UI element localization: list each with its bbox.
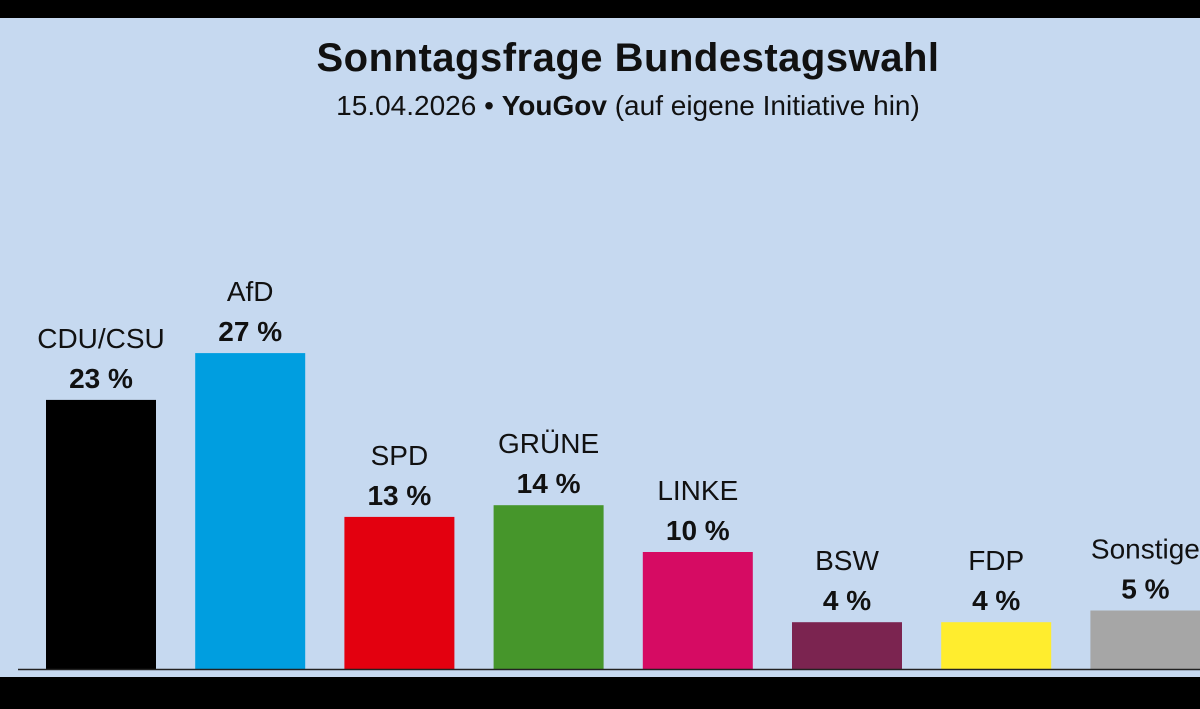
category-label-cdu-csu: CDU/CSU [37, 323, 165, 354]
value-label-bsw: 4 % [823, 585, 871, 616]
subtitle-separator: • [484, 90, 494, 121]
category-label-gr-ne: GRÜNE [498, 428, 599, 459]
bar-linke [642, 552, 753, 669]
poll-date: 15.04.2026 [336, 90, 477, 121]
bar-cdu-csu [46, 399, 156, 669]
chart-panel: Sonntagsfrage Bundestagswahl 15.04.2026 … [0, 18, 1200, 677]
chart-title: Sonntagsfrage Bundestagswahl [316, 36, 940, 80]
value-label-spd: 13 % [367, 480, 431, 511]
value-label-cdu-csu: 23 % [69, 363, 133, 394]
chart-subtitle: 15.04.2026 • YouGov (auf eigene Initiati… [0, 90, 1200, 122]
bar-spd [344, 516, 455, 669]
value-label-fdp: 4 % [972, 585, 1020, 616]
value-label-gr-ne: 14 % [517, 468, 581, 499]
poll-source: YouGov [501, 90, 607, 121]
category-label-bsw: BSW [815, 545, 879, 576]
bar-afd [195, 353, 306, 669]
category-label-spd: SPD [371, 440, 429, 471]
category-label-sonstige: Sonstige [1091, 534, 1200, 565]
category-label-linke: LINKE [657, 475, 738, 506]
value-label-afd: 27 % [218, 316, 282, 347]
value-label-linke: 10 % [666, 515, 730, 546]
category-label-fdp: FDP [968, 545, 1024, 576]
poll-note: (auf eigene Initiative hin) [614, 90, 920, 121]
bar-fdp [941, 622, 1052, 669]
bar-gr-ne [493, 505, 604, 669]
bar-bsw [792, 622, 902, 669]
bar-chart: CDU/CSU 23 % AfD 27 % SPD 13 % GRÜNE 14 % LINKE 1… [18, 276, 1200, 671]
bar-sonstige [1090, 610, 1200, 669]
category-label-afd: AfD [227, 276, 274, 307]
value-label-sonstige: 5 % [1121, 574, 1169, 605]
